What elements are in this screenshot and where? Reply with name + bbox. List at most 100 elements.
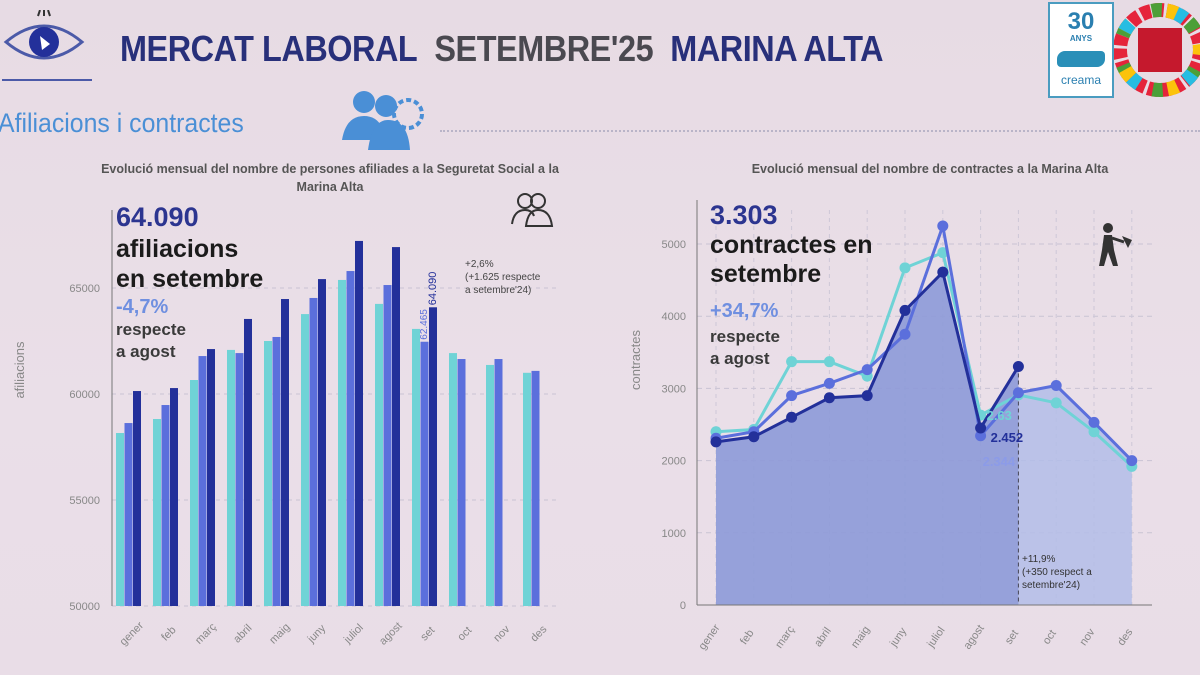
series-line-1 — [715, 250, 1133, 468]
chart2-annotation: +11,9% (+350 respect a setembre'24) — [1022, 553, 1092, 592]
chart1-headline-line2: en setembre — [116, 265, 264, 293]
y-tick-label: 5000 — [662, 239, 686, 251]
y-tick-label: 4000 — [662, 311, 686, 323]
annotation-line: (+1.625 respecte — [465, 272, 541, 283]
bar-abril-s1 — [227, 349, 235, 606]
data-label: 64.090 — [427, 272, 439, 306]
bar-gener-s3 — [133, 391, 141, 606]
map-shape-icon — [1057, 51, 1105, 67]
bar-des-s2 — [531, 370, 540, 606]
point-juliol-s2 — [937, 220, 949, 232]
x-tick-label: juny — [887, 625, 909, 650]
annotation-line: +2,6% — [465, 259, 494, 270]
chart1-change-label1: respecte — [116, 320, 186, 339]
x-tick-label: set — [418, 624, 437, 643]
x-tick-label: juliol — [341, 622, 366, 647]
point-nov-s1 — [1088, 426, 1100, 438]
chart2-headline-line2: setembre — [710, 260, 822, 288]
annotation-line: a setembre'24) — [465, 285, 532, 296]
x-tick-label: maig — [267, 621, 292, 646]
logo-brand: creama — [1060, 73, 1101, 87]
data-label: 62.465 — [419, 309, 430, 340]
section-divider — [440, 130, 1200, 132]
eye-logo-icon — [2, 10, 92, 81]
data-label: 2.452 — [991, 430, 1024, 445]
bar-des-s1 — [523, 372, 531, 606]
point-juliol-s3 — [937, 266, 949, 278]
point-set-s3 — [1012, 361, 1024, 373]
x-tick-label: gener — [697, 622, 723, 652]
point-abril-s2 — [823, 377, 835, 389]
bar-juliol-s2 — [346, 271, 355, 606]
logo-number: 30 — [1067, 8, 1095, 35]
bar-nov-s2 — [494, 359, 503, 606]
point-abril-s3 — [823, 392, 835, 404]
annotation-line: setembre'24) — [1022, 580, 1081, 591]
x-tick-label: nov — [1078, 626, 1098, 648]
data-label: 2.63 — [987, 408, 1012, 423]
chart1-change-label2: a agost — [116, 342, 176, 361]
chart2-change-label2: a agost — [710, 349, 770, 368]
y-tick-label: 1000 — [662, 528, 686, 540]
bar-juliol-s1 — [338, 279, 346, 606]
point-des-s2 — [1126, 455, 1138, 467]
bar-set-s1 — [412, 328, 420, 606]
chart1-title: Evolució mensual del nombre de persones … — [101, 162, 559, 194]
x-tick-label: abril — [812, 625, 834, 649]
bar-maig-s1 — [264, 341, 272, 606]
logo-label: ANYS — [1069, 34, 1093, 43]
x-tick-label: oct — [455, 624, 474, 643]
y-tick-label: 50000 — [69, 601, 100, 613]
x-tick-label: feb — [159, 624, 178, 643]
bar-gener-s2 — [124, 423, 133, 606]
page-title: MERCAT LABORAL SETEMBRE'25 MARINA ALTA — [120, 28, 884, 70]
x-tick-label: des — [528, 623, 549, 644]
point-juny-s2 — [899, 328, 911, 340]
people-icon — [511, 193, 554, 227]
y-tick-label: 3000 — [662, 383, 686, 395]
point-maig-s2 — [861, 364, 873, 376]
x-tick-label: juny — [305, 622, 329, 646]
annotation-line: +11,9% — [1022, 554, 1056, 565]
point-agost-s3 — [975, 422, 987, 434]
title-part-3: MARINA ALTA — [670, 28, 884, 69]
x-tick-label: abril — [231, 622, 254, 645]
point-març-s1 — [786, 356, 798, 368]
area-dark — [716, 272, 1019, 605]
bar-maig-s3 — [281, 299, 289, 606]
y-tick-label: 0 — [680, 600, 686, 612]
y-tick-label: 55000 — [69, 495, 100, 507]
chart2-headline-value: 3.303 — [710, 200, 778, 230]
bar-set-s3 — [429, 307, 437, 606]
title-part-1: MERCAT LABORAL — [120, 28, 418, 69]
point-oct-s1 — [1050, 397, 1062, 409]
x-tick-label: set — [1003, 628, 1021, 647]
bar-feb-s3 — [170, 388, 178, 606]
y-tick-label: 60000 — [69, 389, 100, 401]
worker-icon — [1099, 223, 1132, 266]
point-juliol-s1 — [937, 247, 949, 259]
bar-gener-s1 — [116, 433, 124, 606]
point-març-s2 — [786, 390, 798, 402]
bar-agost-s1 — [375, 303, 383, 606]
chart2-headline-line1: contractes en — [710, 231, 873, 259]
point-oct-s2 — [1050, 380, 1062, 392]
point-set-s2 — [1012, 387, 1024, 399]
chart2-title: Evolució mensual del nombre de contracte… — [751, 162, 1109, 176]
bar-agost-s3 — [392, 247, 400, 607]
y-axis-label: afiliacions — [12, 341, 27, 399]
x-tick-label: oct — [1041, 628, 1059, 647]
bar-març-s3 — [207, 349, 215, 606]
bar-oct-s1 — [449, 353, 457, 606]
bar-juny-s2 — [309, 297, 318, 606]
sdg-wheel-icon — [1114, 3, 1200, 97]
point-gener-s3 — [710, 436, 722, 448]
team-gear-icon — [342, 91, 424, 150]
x-tick-label: agost — [962, 623, 987, 652]
x-tick-label: juliol — [925, 625, 948, 651]
chart1-change: -4,7% — [116, 296, 169, 318]
bar-nov-s1 — [486, 364, 494, 606]
x-tick-label: març — [773, 623, 797, 650]
x-tick-label: des — [1115, 626, 1135, 648]
